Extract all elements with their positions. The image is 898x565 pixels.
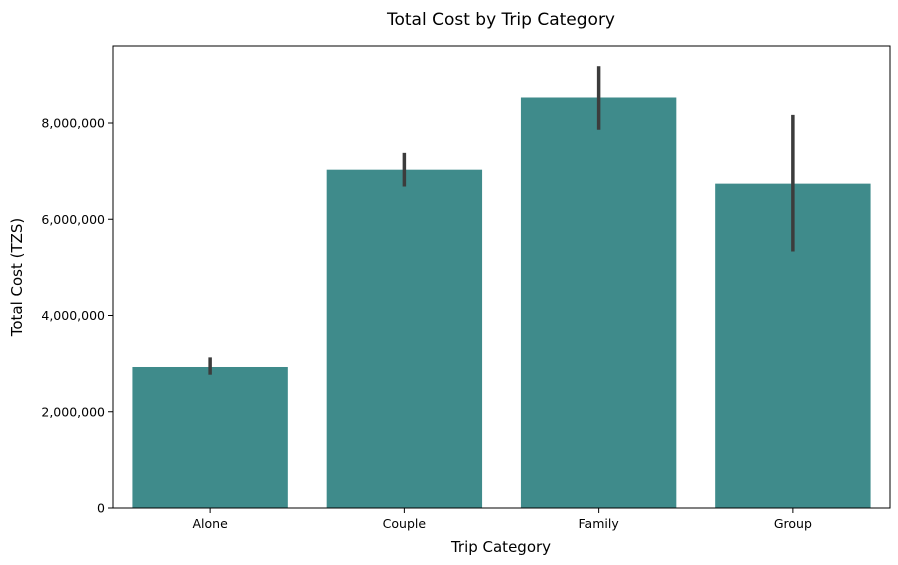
y-tick-label: 8,000,000	[41, 116, 105, 131]
y-tick-label: 6,000,000	[41, 212, 105, 227]
x-tick-label: Family	[579, 516, 620, 531]
bar-alone	[132, 366, 288, 508]
bar-couple	[326, 169, 483, 508]
plot-frame	[112, 45, 891, 509]
y-tick-label: 4,000,000	[41, 308, 105, 323]
y-tick-label: 2,000,000	[41, 404, 105, 419]
plot-area: 0 2,000,000 4,000,000 6,000,000 8,000,000 Alo…	[41, 66, 871, 531]
chart-title: Total Cost by Trip Category	[386, 10, 615, 30]
x-tick-label: Couple	[383, 516, 427, 531]
x-tick-label: Alone	[192, 516, 228, 531]
x-axis-label: Trip Category	[450, 538, 551, 556]
x-tick-label: Group	[774, 516, 812, 531]
y-axis-label: Total Cost (TZS)	[8, 218, 26, 338]
bar-family	[520, 97, 677, 509]
y-tick-label: 0	[97, 501, 105, 516]
